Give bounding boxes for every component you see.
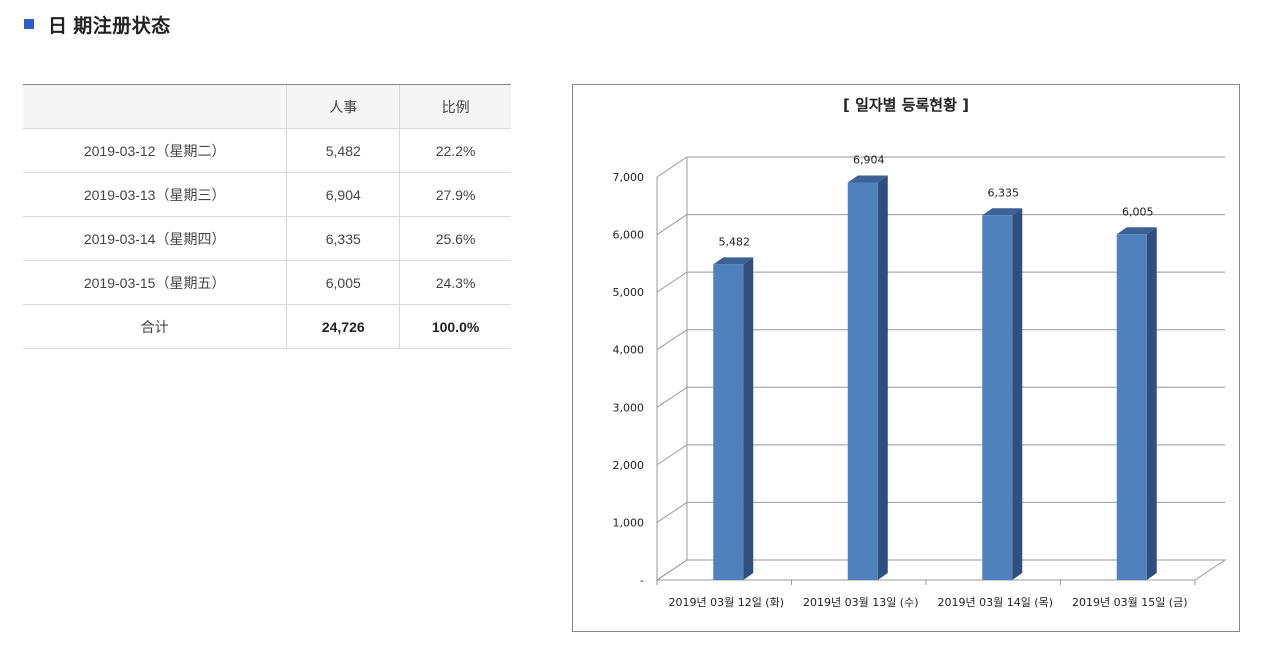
- y-tick-label: 4,000: [613, 344, 645, 357]
- chart-bars: [713, 175, 1157, 580]
- gridline-side: [656, 156, 688, 178]
- table-header-row: 人事 比例: [23, 84, 511, 129]
- total-count: 24,726: [286, 304, 400, 349]
- row-date: 2019-03-13（星期三）: [23, 172, 287, 217]
- category-label: 2019년 03월 12일 (화): [668, 595, 784, 609]
- data-label: 6,904: [853, 154, 885, 167]
- gridline-side: [656, 559, 688, 581]
- row-date: 2019-03-12（星期二）: [23, 128, 287, 173]
- table-row: 2019-03-14（星期四） 6,335 25.6%: [23, 216, 511, 261]
- row-ratio: 25.6%: [399, 216, 511, 261]
- bar-side: [1012, 208, 1023, 580]
- row-count: 6,904: [286, 172, 400, 217]
- row-ratio: 27.9%: [399, 172, 511, 217]
- gridline-side: [656, 502, 688, 523]
- row-date: 2019-03-14（星期四）: [23, 216, 287, 261]
- header-count: 人事: [286, 84, 400, 129]
- y-tick-label: 7,000: [613, 171, 645, 184]
- chart-panel: [ 일자별 등록현황 ] - 1,000 2,000 3,000 4,000 5,000 6…: [572, 84, 1240, 632]
- chart-labels: - 1,000 2,000 3,000 4,000 5,000 6,000 7,000 5,48…: [613, 154, 1188, 609]
- y-tick-label: 2,000: [613, 459, 645, 472]
- category-label: 2019년 03월 13일 (수): [803, 595, 919, 609]
- table-row: 2019-03-15（星期五） 6,005 24.3%: [23, 260, 511, 305]
- total-label: 合计: [23, 304, 287, 349]
- y-tick-label: 5,000: [613, 286, 645, 299]
- bar: [847, 182, 878, 580]
- bar: [982, 215, 1013, 580]
- y-tick-label: 3,000: [613, 401, 645, 414]
- gridline-side: [656, 271, 688, 293]
- bar-side: [877, 175, 888, 580]
- header-ratio: 比例: [399, 84, 511, 129]
- row-count: 6,005: [286, 260, 400, 305]
- bar: [1116, 234, 1147, 580]
- row-count: 6,335: [286, 216, 400, 261]
- bar-side: [743, 257, 754, 580]
- total-ratio: 100.0%: [399, 304, 511, 349]
- header-date: [23, 84, 287, 129]
- registration-table: 人事 比例 2019-03-12（星期二） 5,482 22.2% 2019-0…: [23, 84, 511, 349]
- row-count: 5,482: [286, 128, 400, 173]
- row-ratio: 24.3%: [399, 260, 511, 305]
- y-tick-label: -: [640, 574, 644, 587]
- y-tick-label: 6,000: [613, 229, 645, 242]
- gridline-side: [656, 444, 688, 466]
- category-label: 2019년 03월 15일 (금): [1072, 595, 1188, 609]
- section-title: 日 期注册状态: [48, 15, 171, 37]
- gridline-side: [656, 214, 688, 235]
- y-tick-label: 1,000: [613, 516, 645, 529]
- bar-chart: [ 일자별 등록현황 ] - 1,000 2,000 3,000 4,000 5,000 6…: [613, 96, 1227, 609]
- bar-side: [1146, 227, 1157, 580]
- row-date: 2019-03-15（星期五）: [23, 260, 287, 305]
- data-label: 6,335: [988, 186, 1020, 199]
- bar-top: [713, 257, 754, 265]
- bar: [713, 264, 744, 580]
- category-label: 2019년 03월 14일 (목): [937, 595, 1053, 609]
- gridline-side: [656, 386, 688, 408]
- bar-top: [1116, 227, 1157, 235]
- chart-title: [ 일자별 등록현황 ]: [843, 96, 969, 114]
- gridline-side: [656, 329, 688, 351]
- row-ratio: 22.2%: [399, 128, 511, 173]
- table-row: 2019-03-13（星期三） 6,904 27.9%: [23, 172, 511, 217]
- square-bullet-icon: [24, 19, 34, 29]
- data-label: 6,005: [1122, 205, 1154, 218]
- table-row: 2019-03-12（星期二） 5,482 22.2%: [23, 128, 511, 173]
- section-header: 日 期注册状态: [24, 12, 171, 37]
- bar-top: [847, 175, 888, 183]
- data-label: 5,482: [719, 235, 751, 248]
- bar-top: [982, 208, 1023, 216]
- table-total-row: 合计 24,726 100.0%: [23, 304, 511, 349]
